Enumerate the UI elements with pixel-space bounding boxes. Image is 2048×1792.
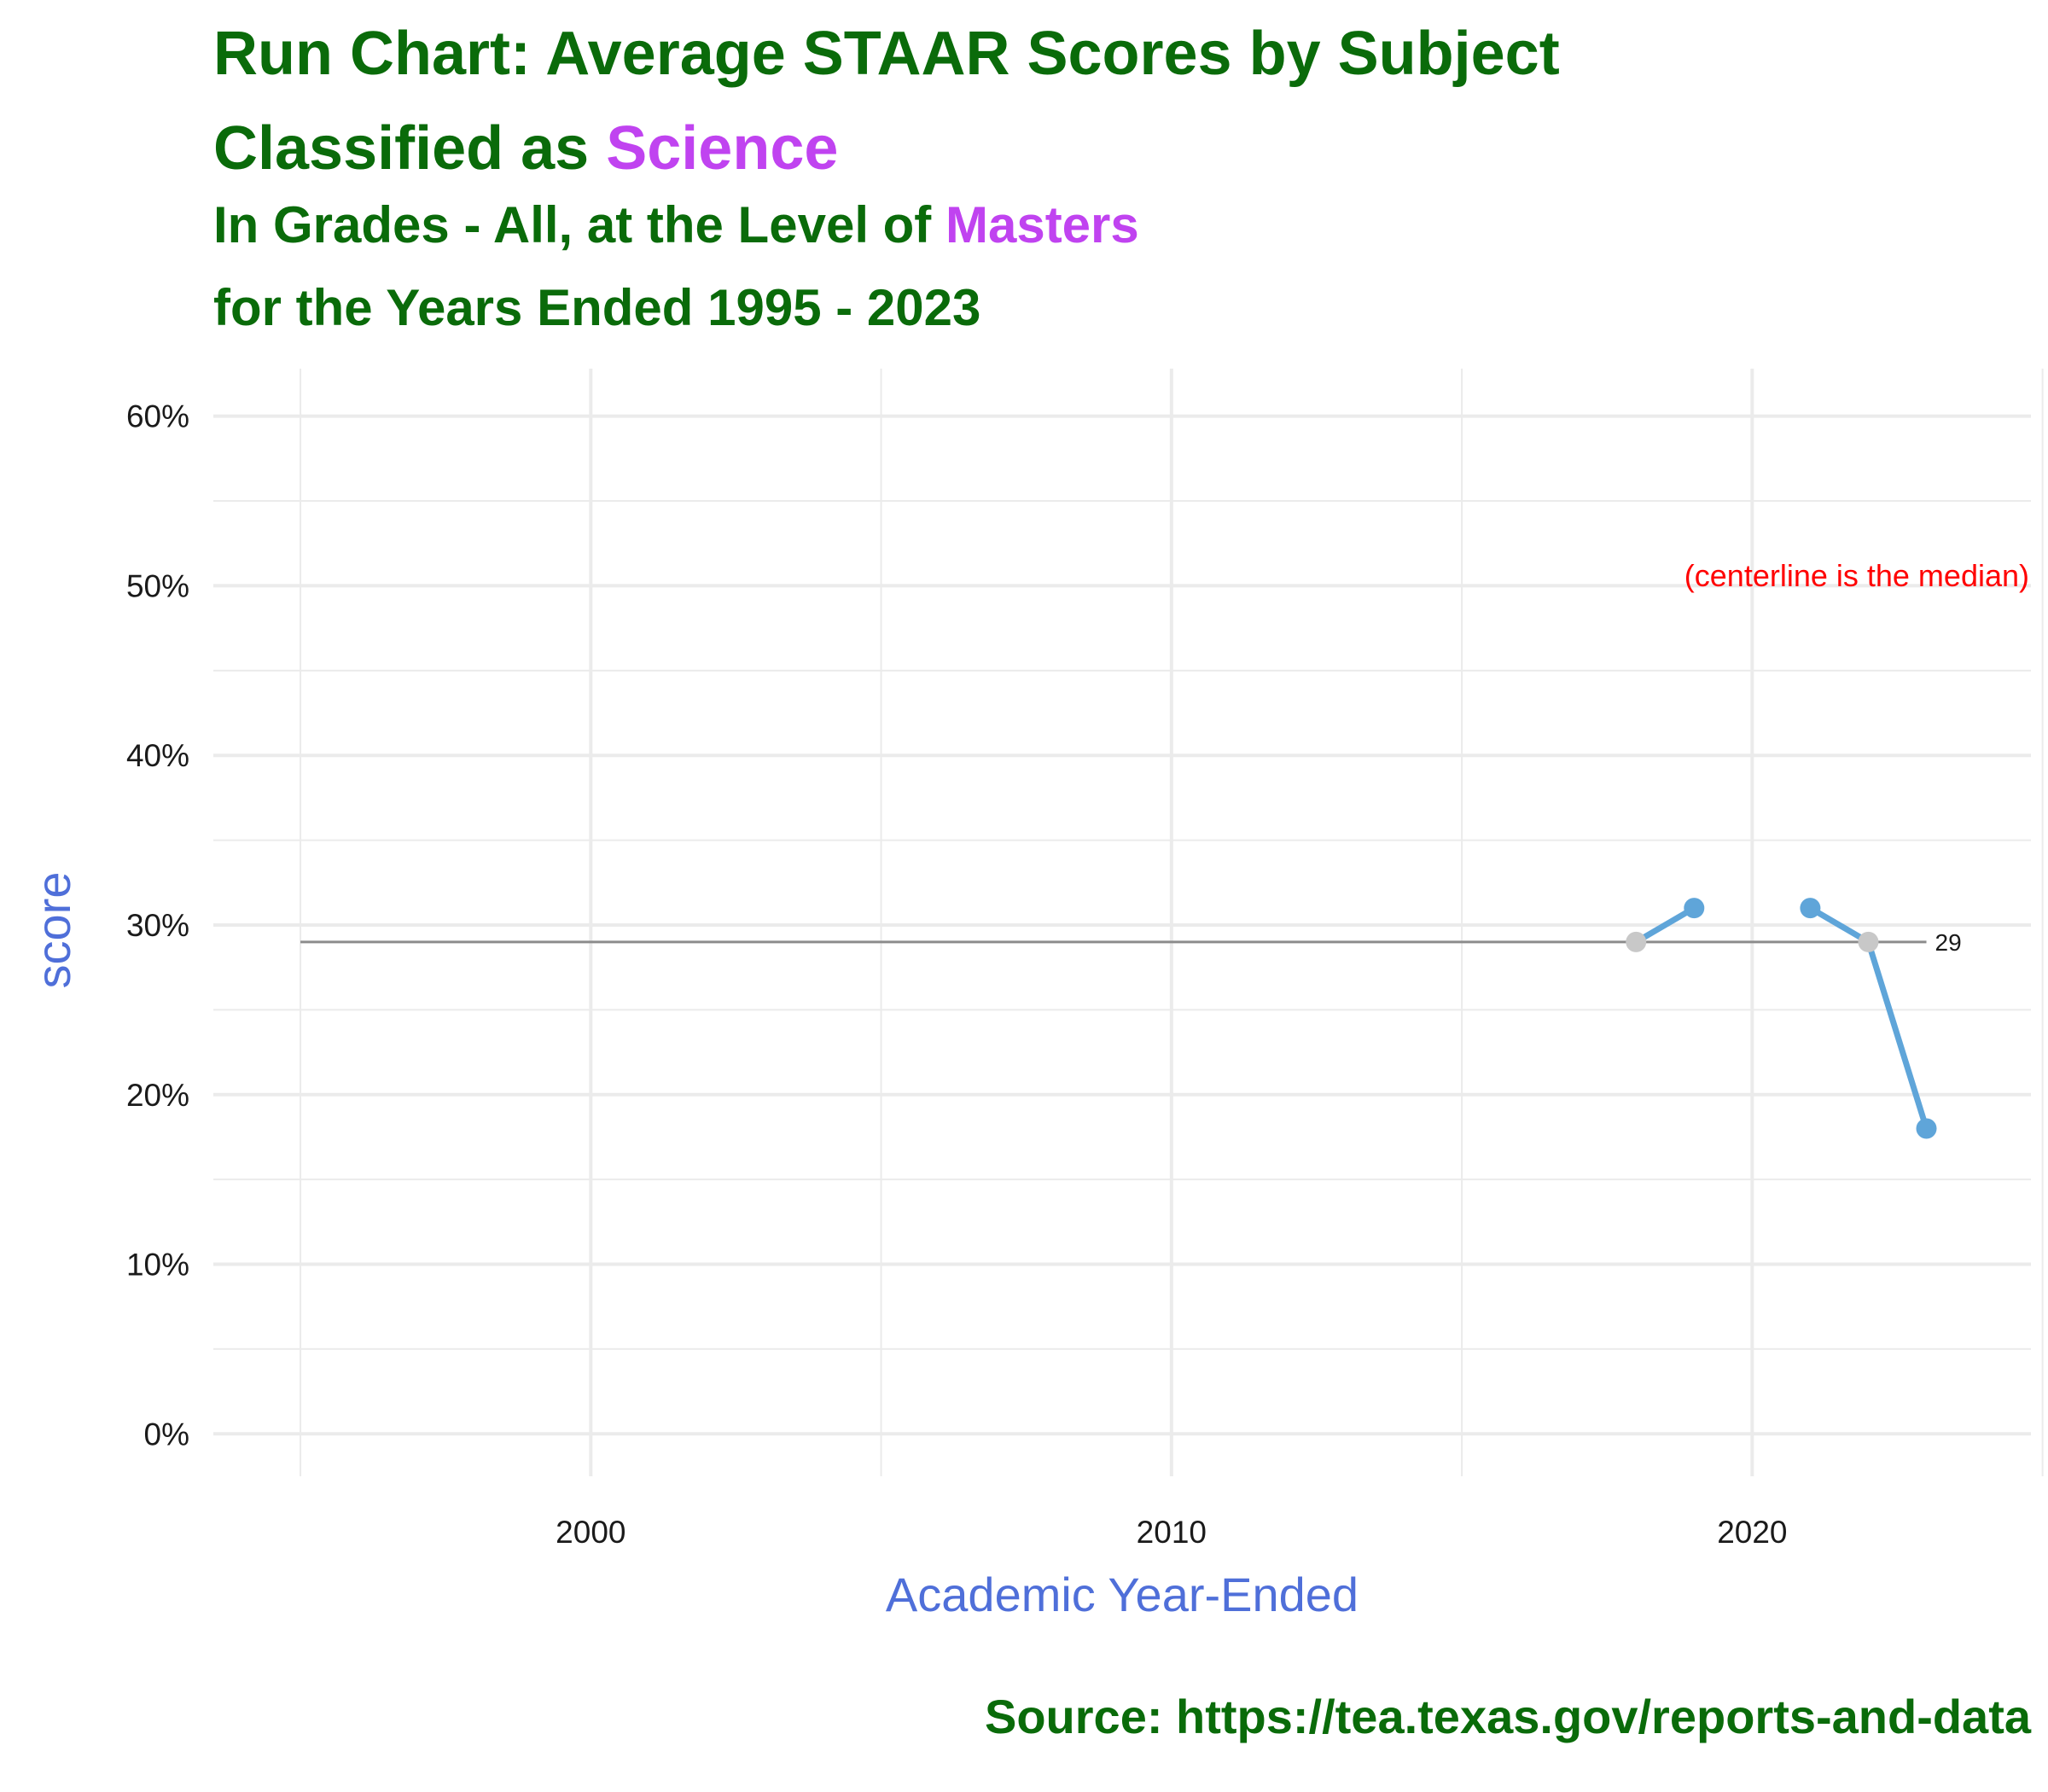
series-segment xyxy=(1807,905,1871,945)
chart-subtitle-line1: In Grades - All, at the Level of Masters xyxy=(213,196,1139,253)
x-tick-labels: 2000 2010 2020 xyxy=(556,1515,1787,1550)
y-tick-labels: 0% 10% 20% 30% 40% 50% 60% xyxy=(126,399,189,1452)
y-axis-label: score xyxy=(26,872,80,989)
y-tick-label: 60% xyxy=(126,399,189,434)
y-tick-label: 40% xyxy=(126,738,189,773)
data-point xyxy=(1626,931,1647,952)
y-tick-label: 50% xyxy=(126,568,189,603)
y-tick-label: 0% xyxy=(144,1417,189,1452)
x-tick-label: 2000 xyxy=(556,1515,625,1550)
data-point xyxy=(1800,898,1821,919)
source-caption: Source: https://tea.texas.gov/reports-an… xyxy=(985,1690,2032,1743)
data-point xyxy=(1858,931,1879,952)
series-points xyxy=(1626,898,1937,1139)
grid-major xyxy=(213,369,2031,1476)
x-tick-label: 2010 xyxy=(1137,1515,1207,1550)
series-segment xyxy=(1632,905,1697,945)
chart-title-line2: Classified as Science xyxy=(213,114,838,183)
chart-subtitle-line2: for the Years Ended 1995 - 2023 xyxy=(213,279,980,336)
y-tick-label: 10% xyxy=(126,1248,189,1283)
grid-minor xyxy=(213,369,2044,1476)
data-point xyxy=(1684,898,1705,919)
data-point xyxy=(1916,1118,1937,1139)
centerline-annotation: (centerline is the median) xyxy=(1684,558,2029,593)
series-segment xyxy=(1865,939,1930,1132)
x-axis-label: Academic Year-Ended xyxy=(886,1568,1359,1621)
chart-title-line2-prefix: Classified as xyxy=(213,114,606,183)
subject-highlight: Science xyxy=(606,114,838,183)
series-lines xyxy=(1632,905,1930,1132)
median-label: 29 xyxy=(1935,929,1962,956)
y-tick-label: 20% xyxy=(126,1078,189,1113)
x-tick-label: 2020 xyxy=(1717,1515,1787,1550)
chart-title-line1: Run Chart: Average STAAR Scores by Subje… xyxy=(213,20,1560,88)
y-tick-label: 30% xyxy=(126,908,189,943)
level-highlight: Masters xyxy=(945,196,1139,253)
chart-subtitle-line1-prefix: In Grades - All, at the Level of xyxy=(213,196,945,253)
